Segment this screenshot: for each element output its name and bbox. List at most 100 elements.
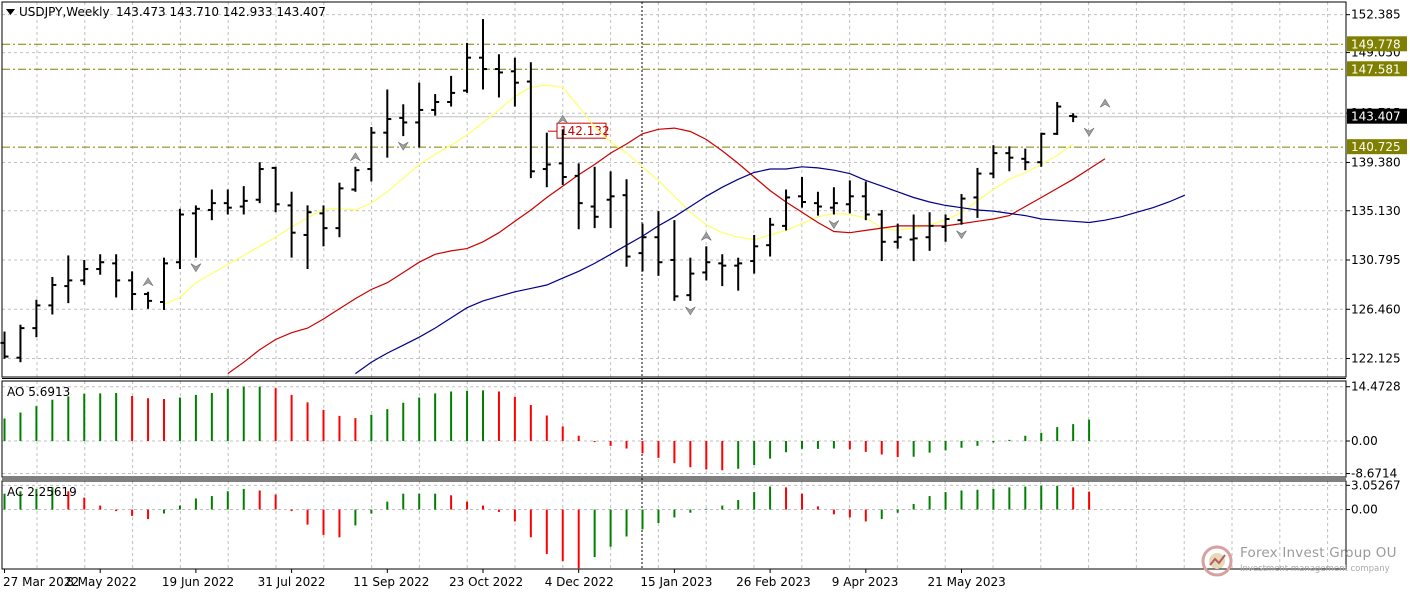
price-bar (64, 255, 73, 304)
symbol-dropdown-icon[interactable] (6, 9, 15, 15)
price-bar (638, 223, 647, 272)
cursor-price-tag: 142.132 (548, 122, 610, 139)
price-bar (558, 129, 567, 185)
ao-histogram (3, 386, 1091, 471)
fractal-up-arrow (142, 277, 154, 287)
price-bar (702, 246, 711, 281)
price-axis-label: 130.795 (1351, 253, 1401, 267)
price-bar (255, 162, 264, 204)
price-bar (893, 223, 902, 249)
panel-frame (1, 1, 1347, 378)
price-bar (351, 166, 360, 192)
current-price-value: 143.407 (1351, 110, 1401, 124)
price-bar (287, 191, 296, 258)
price-bar (782, 189, 791, 231)
price-level-value: 147.581 (1351, 62, 1401, 76)
broker-tagline: Investment management company (1240, 564, 1390, 574)
panel-frame (1, 480, 1347, 570)
price-bar (239, 186, 248, 215)
price-bar (1037, 132, 1046, 167)
time-axis-label: 27 Mar 2022 (3, 575, 79, 589)
price-bar (542, 132, 551, 188)
price-bar (861, 181, 870, 221)
price-level-badge (1347, 139, 1407, 155)
price-bar (447, 75, 456, 107)
moving-average-ma_slow (355, 166, 1186, 375)
indicator-axis-label: 14.4728 (1351, 380, 1401, 394)
price-level-badge (1347, 61, 1407, 77)
price-bar (1005, 146, 1014, 172)
broker-logo-icon (1201, 545, 1233, 577)
broker-watermark: Forex Invest Group OU Investment managem… (1200, 544, 1405, 578)
panel-frame (1, 380, 1347, 478)
price-bar (32, 299, 41, 338)
price-bar (207, 189, 216, 221)
indicator-axis-label: 3.05267 (1351, 478, 1401, 492)
price-level-badge (1347, 36, 1407, 52)
price-bar (845, 180, 854, 214)
price-axis-label: 135.130 (1351, 204, 1401, 218)
price-bar (941, 214, 950, 242)
price-level-value: 149.778 (1351, 37, 1401, 51)
time-axis-label: 4 Dec 2022 (545, 575, 614, 589)
price-bar (80, 259, 89, 285)
price-bar (463, 42, 472, 93)
moving-average-ma_mid (227, 127, 1106, 375)
price-axis-label: 152.385 (1351, 8, 1401, 22)
time-axis-label: 23 Oct 2022 (449, 575, 523, 589)
price-bar (957, 194, 966, 225)
price-bar (128, 271, 137, 310)
time-axis-label: 8 May 2022 (66, 575, 137, 589)
price-bar (479, 19, 487, 90)
fractal-down-arrow (956, 230, 967, 240)
ac-indicator-title: AC 2.25619 (7, 485, 77, 499)
price-bar (989, 145, 998, 179)
time-axis-label: 31 Jul 2022 (258, 575, 326, 589)
price-bar (383, 89, 392, 158)
price-bar (223, 189, 232, 215)
fractal-down-arrow (397, 141, 409, 151)
price-bar (798, 177, 806, 208)
fractal-up-arrow (1099, 98, 1111, 108)
price-bar (829, 187, 838, 215)
time-axis-label: 21 May 2023 (928, 575, 1006, 589)
fractal-up-arrow (557, 114, 569, 124)
time-axis-label: 26 Feb 2023 (736, 575, 811, 589)
price-bar (112, 254, 121, 298)
price-bar (431, 94, 440, 116)
price-bar (877, 209, 886, 262)
price-bar (1021, 148, 1030, 171)
price-bar (160, 257, 168, 310)
price-bar (606, 171, 615, 229)
price-bar (335, 182, 344, 238)
fractal-down-arrow (685, 306, 696, 316)
moving-average-ma_fast (163, 84, 1074, 305)
price-bar (670, 220, 679, 301)
price-bar (415, 82, 424, 148)
time-axis-label: 11 Sep 2022 (353, 575, 429, 589)
price-bar (399, 104, 408, 137)
price-bar (526, 62, 535, 179)
price-bar (175, 208, 184, 270)
ao-indicator-title: AO 5.6913 (7, 385, 70, 399)
price-axis-label: 122.125 (1351, 352, 1401, 366)
time-axis-label: 15 Jan 2023 (640, 575, 712, 589)
price-bar (686, 257, 695, 301)
price-bar (144, 291, 153, 309)
price-bar (574, 163, 583, 230)
fractal-arrows (142, 98, 1111, 316)
price-axis: 152.385149.050143.715139.380135.130130.7… (1346, 8, 1407, 517)
fractal-up-arrow (701, 231, 712, 241)
price-bar (750, 234, 759, 274)
price-bars (0, 19, 1078, 363)
fractal-up-arrow (350, 152, 361, 162)
indicator-axis-label: -8.6714 (1351, 467, 1397, 481)
fractal-down-arrow (190, 263, 202, 273)
price-bar (1069, 113, 1078, 123)
moving-averages (163, 84, 1186, 375)
price-bar (367, 127, 376, 182)
price-bar (303, 205, 312, 270)
price-bar (191, 205, 200, 258)
price-bar (590, 166, 599, 229)
